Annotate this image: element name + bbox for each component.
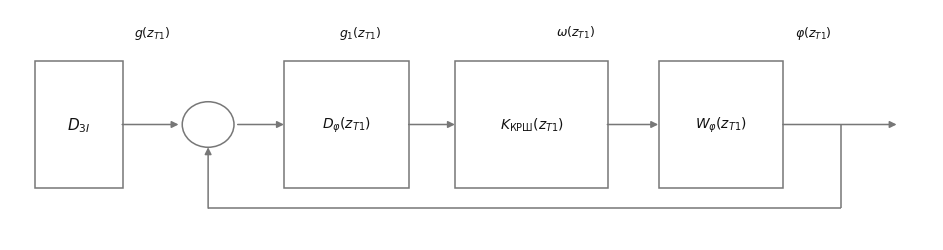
Bar bbox=[658, 61, 784, 189]
Text: $D_{\varphi}(z_{T1})$: $D_{\varphi}(z_{T1})$ bbox=[323, 116, 372, 134]
Text: $W_{\varphi}(z_{T1})$: $W_{\varphi}(z_{T1})$ bbox=[695, 116, 747, 134]
Ellipse shape bbox=[182, 102, 234, 148]
Text: $\varphi(z_{T1})$: $\varphi(z_{T1})$ bbox=[795, 25, 832, 42]
Bar bbox=[285, 61, 409, 189]
Text: $g_1(z_{T1})$: $g_1(z_{T1})$ bbox=[339, 25, 382, 42]
Bar bbox=[455, 61, 608, 189]
Text: $g(z_{T1})$: $g(z_{T1})$ bbox=[135, 25, 171, 42]
Bar bbox=[35, 61, 123, 189]
Text: $\omega(z_{T1})$: $\omega(z_{T1})$ bbox=[555, 25, 594, 41]
Text: $D_{3I}$: $D_{3I}$ bbox=[67, 116, 91, 134]
Text: $K_{\text{КРШ}}(z_{T1})$: $K_{\text{КРШ}}(z_{T1})$ bbox=[500, 116, 564, 134]
